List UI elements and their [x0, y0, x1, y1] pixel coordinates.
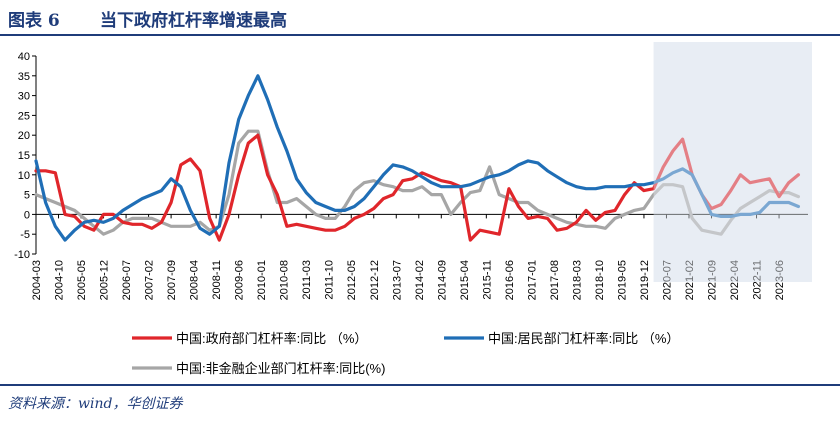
x-tick-label: 2019-05 [616, 260, 628, 300]
x-tick-label: 2015-04 [459, 260, 471, 300]
x-tick-label: 2010-01 [256, 260, 268, 300]
series-line-0 [34, 133, 800, 242]
x-tick-label: 2020-07 [661, 260, 673, 300]
legend-label-1: 中国:居民部门杠杆率:同比 （%） [488, 331, 679, 346]
x-tick-label: 2022-11 [752, 260, 764, 300]
y-tick-label: -10 [14, 249, 30, 261]
x-tick-label: 2011-03 [301, 260, 313, 300]
x-tick-label: 2015-11 [481, 260, 493, 300]
legend-label-0: 中国:政府部门杠杆率:同比 （%） [176, 331, 367, 346]
forecast-highlight-band [653, 42, 812, 282]
x-tick-label: 2005-05 [76, 260, 88, 300]
figure-title: 当下政府杠杆率增速最高 [100, 11, 287, 31]
x-tick-label: 2014-02 [414, 260, 426, 300]
x-tick-label: 2022-04 [729, 260, 741, 300]
series-line-2 [34, 129, 800, 236]
x-tick-label: 2018-10 [594, 260, 606, 300]
x-tick-label: 2008-04 [189, 260, 201, 300]
x-tick-label: 2010-08 [279, 260, 291, 300]
x-tick-label: 2017-01 [526, 260, 538, 300]
x-tick-label: 2012-05 [346, 260, 358, 300]
y-tick-label: 40 [18, 51, 30, 63]
x-tick-label: 2005-12 [99, 260, 111, 300]
x-tick-label: 2018-03 [571, 260, 583, 300]
header-rule [0, 34, 840, 36]
x-tick-label: 2021-02 [684, 260, 696, 300]
x-tick-label: 2009-06 [234, 260, 246, 300]
x-tick-label: 2017-08 [549, 260, 561, 300]
forecast-highlight-overlay [653, 42, 812, 282]
legend-label-2: 中国:非金融企业部门杠杆率:同比(%) [176, 361, 385, 376]
x-tick-label: 2016-06 [504, 260, 516, 300]
x-tick-label: 2007-09 [166, 260, 178, 300]
footer-rule [0, 384, 840, 386]
x-tick-label: 2013-07 [391, 260, 403, 300]
x-tick-label: 2004-10 [54, 260, 66, 300]
x-tick-label: 2023-06 [774, 260, 786, 300]
y-tick-label: 20 [18, 130, 30, 142]
x-tick-label: 2007-02 [144, 260, 156, 300]
figure-header: 图表 6 当下政府杠杆率增速最高 [0, 0, 840, 36]
source-note: 资料来源：wind，华创证券 [8, 396, 183, 412]
x-tick-label: 2019-12 [639, 260, 651, 300]
y-tick-label: 15 [18, 150, 30, 162]
x-tick-label: 2008-11 [211, 260, 223, 300]
x-tick-label: 2021-09 [707, 260, 719, 300]
x-tick-label: 2004-03 [31, 260, 43, 300]
line-chart: -10 -5 0 5 10 15 20 25 30 35 40 2004-03 2004-10 2005-… [14, 42, 812, 376]
y-tick-label: -5 [20, 229, 30, 241]
figure-number: 图表 6 [8, 11, 60, 31]
y-tick-label: 25 [18, 110, 30, 122]
y-tick-label: 35 [18, 71, 30, 83]
y-tick-label: 5 [24, 190, 30, 202]
y-tick-label: 30 [18, 91, 30, 103]
x-tick-label: 2012-12 [369, 260, 381, 300]
series-line-1 [34, 74, 800, 242]
x-tick-label: 2011-10 [324, 260, 336, 300]
y-tick-label: 0 [24, 209, 30, 221]
x-tick-label: 2006-07 [121, 260, 133, 300]
x-tick-label: 2014-09 [436, 260, 448, 300]
y-tick-label: 10 [18, 170, 30, 182]
